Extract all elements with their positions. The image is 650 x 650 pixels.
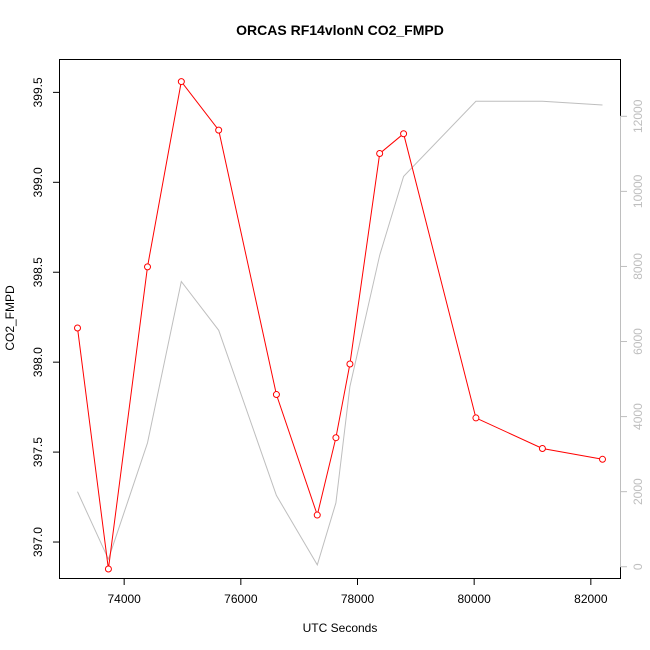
x-axis-label: UTC Seconds bbox=[303, 621, 378, 635]
plot-frame bbox=[59, 59, 621, 579]
co2-point bbox=[400, 130, 408, 138]
y-tick-label: 398.0 bbox=[31, 347, 45, 377]
y-tick-label: 397.0 bbox=[31, 527, 45, 557]
y-axis-right: 0 2000 4000 6000 8000 10000 12000 bbox=[620, 99, 645, 570]
y-tick-label: 398.5 bbox=[31, 257, 45, 287]
co2-point bbox=[177, 78, 185, 86]
y-axis-left: 397.0 397.5 398.0 398.5 399.0 399.5 bbox=[31, 77, 60, 557]
co2-point bbox=[332, 434, 340, 442]
co2-point bbox=[599, 455, 606, 463]
co2-point bbox=[104, 565, 112, 573]
co2-point bbox=[346, 360, 354, 368]
x-tick-label: 82000 bbox=[574, 592, 608, 606]
x-tick-label: 74000 bbox=[107, 592, 141, 606]
y2-tick-label: 6000 bbox=[631, 328, 645, 355]
co2-point bbox=[272, 391, 280, 399]
co2-line bbox=[77, 80, 603, 570]
co2-point bbox=[215, 126, 223, 134]
x-tick-label: 76000 bbox=[224, 592, 258, 606]
y-tick-label: 399.0 bbox=[31, 167, 45, 197]
y-tick-label: 397.5 bbox=[31, 437, 45, 467]
series-layer bbox=[74, 78, 606, 573]
y2-tick-label: 4000 bbox=[631, 403, 645, 430]
y2-tick-label: 10000 bbox=[631, 174, 645, 208]
y2-tick-label: 0 bbox=[631, 563, 645, 570]
x-tick-label: 80000 bbox=[457, 592, 491, 606]
co2-point bbox=[74, 324, 81, 332]
co2-point bbox=[472, 414, 480, 422]
x-tick-label: 78000 bbox=[341, 592, 375, 606]
co2-point bbox=[144, 263, 151, 271]
altitude-line bbox=[77, 100, 603, 567]
y2-tick-label: 2000 bbox=[631, 478, 645, 505]
co2-point bbox=[538, 445, 546, 452]
y-tick-label: 399.5 bbox=[31, 77, 45, 107]
y-axis-label: CO2_FMPD bbox=[3, 285, 17, 351]
y2-tick-label: 8000 bbox=[631, 253, 645, 280]
x-axis: 74000 76000 78000 80000 82000 bbox=[107, 578, 608, 606]
y2-tick-label: 12000 bbox=[631, 99, 645, 133]
co2-point bbox=[313, 511, 321, 519]
chart-title: ORCAS RF14vlonN CO2_FMPD bbox=[236, 22, 444, 38]
co2-point bbox=[376, 150, 384, 158]
